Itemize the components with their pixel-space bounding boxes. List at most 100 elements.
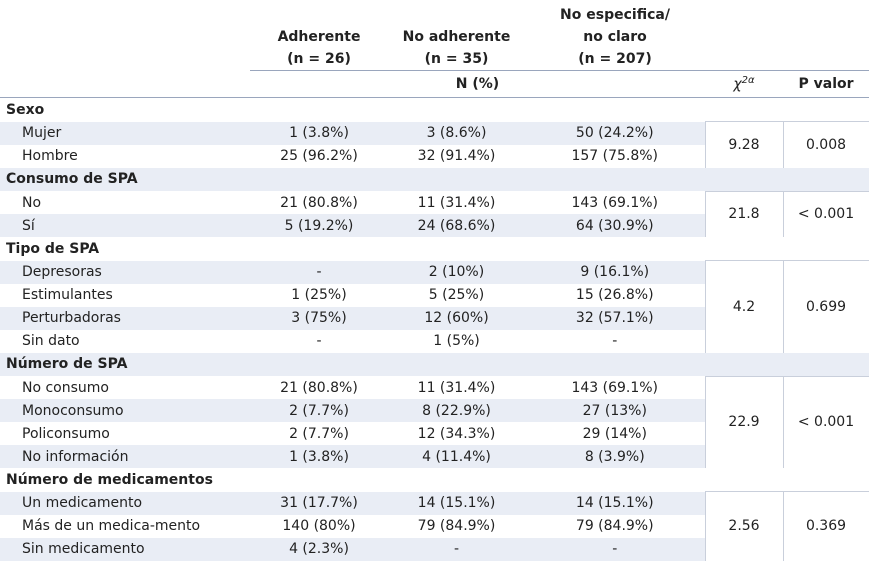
value-cell: 1 (25%) [291,287,347,303]
value-cell: 25 (96.2%) [280,148,358,164]
value-cell: 3 (75%) [250,306,388,330]
group-row: Consumo de SPA [0,167,869,191]
group-row: Número de medicamentos [0,468,869,492]
data-row: No 21 (80.8%) 11 (31.4%) 143 (69.1%) 21.8 < 0… [0,190,869,237]
value-cell: 143 (69.1%) [571,194,659,211]
blank-cell [705,237,783,261]
blank-cell [705,167,783,191]
column-header: No adherente (n = 35) [388,0,525,71]
data-row: Monoconsumo 2 (7.7%) 8 (22.9%) 27 (13%) [0,399,869,422]
value-cell: 1 (5%) [433,333,480,349]
row-label: Policonsumo [22,425,110,442]
data-row: No consumo 21 (80.8%) 11 (31.4%) 143 (69.1%… [0,375,869,468]
column-header-line: (n = 207) [578,51,652,67]
row-label: No [22,194,42,211]
value-cell: 32 (91.4%) [417,148,496,164]
value-cell: 2 (7.7%) [289,425,349,442]
header-row: N (%) χ2α P valor [0,70,869,98]
value-cell: 27 (13%) [525,399,705,422]
group-title: Número de SPA [0,352,705,376]
blank-cell [705,468,783,492]
blank-cell [783,352,869,376]
blank-cell [705,98,783,122]
p-value: 0.369 [782,491,869,561]
value-cell: 5 (19.2%) [250,214,388,237]
value-cell: - [316,333,322,349]
column-header-line: No adherente [402,29,511,45]
column-header-line: (n = 26) [287,51,351,67]
row-label: Depresoras [0,260,250,284]
value-cell: - [388,537,525,561]
column-header-line: Adherente [277,29,361,45]
value-cell: 143 (69.1%) [571,379,659,396]
header-cell [783,0,869,71]
row-label: Hombre [22,148,78,164]
p-value: < 0.001 [782,375,869,468]
data-row: No información 1 (3.8%) 4 (11.4%) 8 (3.9%) [0,445,869,468]
data-row: Policonsumo 2 (7.7%) 12 (34.3%) 29 (14%) [0,422,869,445]
p-value: < 0.001 [782,190,869,237]
p-header: P valor [783,70,869,98]
data-row: Estimulantes 1 (25%) 5 (25%) 15 (26.8%) [0,284,869,307]
group-row: Sexo [0,98,869,122]
value-cell: 14 (15.1%) [388,491,525,515]
header-row: Adherente (n = 26) No adherente (n = 35) No … [0,0,869,71]
value-cell: 3 (8.6%) [388,121,525,145]
value-cell: 12 (60%) [388,306,525,330]
column-header-line: no claro [583,29,647,45]
group-title: Tipo de SPA [6,240,100,257]
row-label: Perturbadoras [0,306,250,330]
column-header-line: No especifica/ [560,7,670,23]
column-header: Adherente (n = 26) [250,0,388,71]
row-label: No información [0,445,250,468]
data-row: Hombre 25 (96.2%) 32 (91.4%) 157 (75.8%) [0,145,869,168]
data-row: Sin medicamento 4 (2.3%) - - [0,537,869,561]
group-title: Sexo [6,101,45,118]
header-cell [705,0,783,71]
stat-symbol: χ [733,76,742,93]
row-label: Estimulantes [22,287,113,303]
chi-value: 22.9 [704,375,783,468]
value-cell: 21 (80.8%) [280,194,358,211]
value-cell: 157 (75.8%) [571,148,659,164]
value-cell: - [250,260,388,284]
value-cell: 29 (14%) [582,425,647,442]
data-row: Un medicamento 31 (17.7%) 14 (15.1%) 14 (15… [0,491,869,561]
data-row: Mujer 1 (3.8%) 3 (8.6%) 50 (24.2%) 9.28 0.008 [0,121,869,168]
value-cell: 24 (68.6%) [388,214,525,237]
value-cell: 5 (25%) [428,287,485,303]
column-header: No especifica/no claro (n = 207) [525,0,705,71]
chi-value: 2.56 [704,491,783,561]
data-row: Más de un medica-mento 140 (80%) 79 (84.9%… [0,515,869,538]
data-row: Sin dato - 1 (5%) - [0,330,869,353]
row-label: Sí [0,214,250,237]
row-label: No consumo [22,379,109,396]
value-cell: 8 (3.9%) [525,445,705,468]
chi-value: 4.2 [704,260,783,353]
value-cell: 4 (2.3%) [250,537,388,561]
group-row: Número de SPA [0,352,869,376]
header-cell [0,0,250,71]
row-label: Un medicamento [0,491,250,515]
blank-cell [705,352,783,376]
value-cell: 11 (31.4%) [417,194,496,211]
group-title: Número de medicamentos [6,471,213,488]
value-cell: 140 (80%) [282,518,356,534]
data-row: Sí 5 (19.2%) 24 (68.6%) 64 (30.9%) [0,214,869,237]
data-row: Perturbadoras 3 (75%) 12 (60%) 32 (57.1%) [0,306,869,330]
value-cell: 21 (80.8%) [280,379,358,396]
group-title: Consumo de SPA [0,167,705,191]
blank-cell [783,98,869,122]
value-cell: 79 (84.9%) [575,518,654,534]
value-cell: - [612,333,618,349]
row-label: Más de un medica-mento [22,518,201,534]
value-cell: 64 (30.9%) [525,214,705,237]
value-cell: - [525,537,705,561]
column-header-line: (n = 35) [424,51,489,67]
header-cell [0,70,250,98]
value-cell: 8 (22.9%) [388,399,525,422]
value-cell: 15 (26.8%) [575,287,654,303]
chi-value: 9.28 [704,121,783,168]
